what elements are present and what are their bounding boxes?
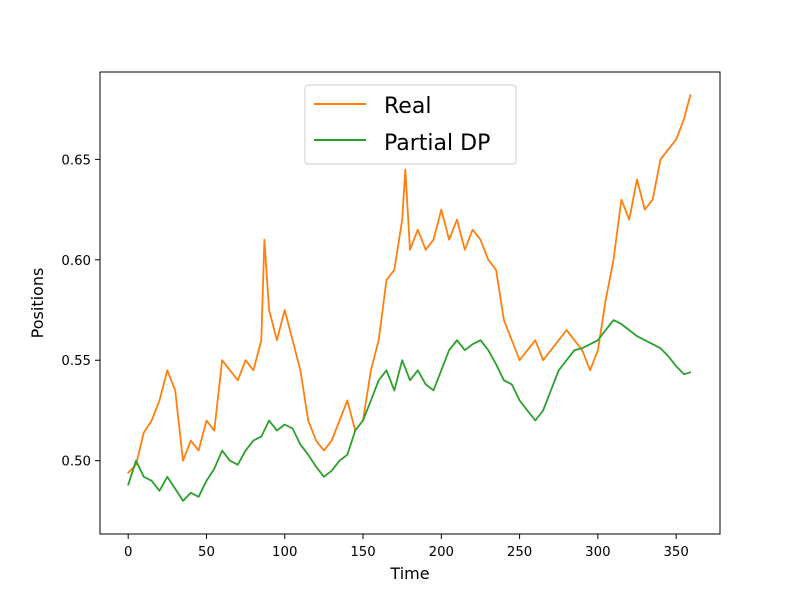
x-tick-label: 350 <box>663 545 688 560</box>
series-line-real <box>127 94 692 474</box>
x-tick-label: 0 <box>124 545 132 560</box>
series-layer <box>127 94 692 502</box>
x-tick-label: 50 <box>198 545 215 560</box>
legend-label-real: Real <box>384 94 431 119</box>
y-tick-label: 0.60 <box>61 254 91 269</box>
x-tick-label: 200 <box>429 545 454 560</box>
y-tick-label: 0.55 <box>61 354 91 369</box>
series-line-partial-dp <box>127 319 692 502</box>
legend-label-partial-dp: Partial DP <box>384 131 490 156</box>
y-tick-label: 0.65 <box>61 153 91 168</box>
x-axis-label: Time <box>389 564 429 583</box>
x-tick-label: 250 <box>507 545 532 560</box>
x-tick-label: 100 <box>272 545 297 560</box>
y-tick-label: 0.50 <box>61 455 91 470</box>
plot-area-frame <box>99 71 721 535</box>
x-axis-ticks: 0 50 100 150 200 250 300 350 <box>124 534 689 560</box>
y-axis-label: Positions <box>28 268 47 339</box>
x-tick-label: 300 <box>585 545 610 560</box>
y-axis-ticks: 0.50 0.55 0.60 0.65 <box>61 153 100 470</box>
x-tick-label: 150 <box>350 545 375 560</box>
legend: Real Partial DP <box>304 84 517 165</box>
